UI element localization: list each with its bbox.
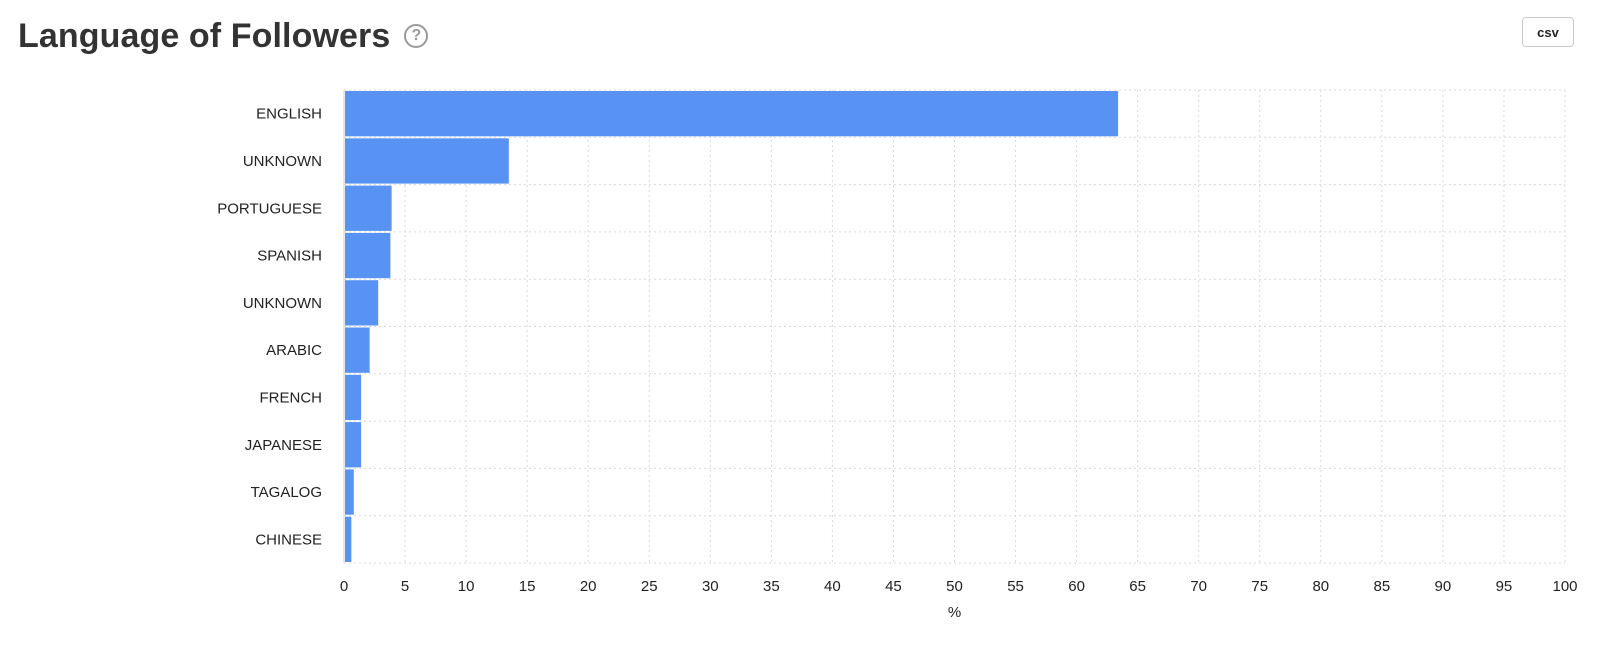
question-circle-icon[interactable]: ? <box>404 24 429 48</box>
category-label: CHINESE <box>255 531 322 548</box>
x-tick-label: 80 <box>1312 578 1329 595</box>
x-tick-label: 40 <box>824 578 841 595</box>
bar-unknown[interactable] <box>345 280 379 326</box>
category-label: JAPANESE <box>245 437 322 454</box>
x-tick-label: 90 <box>1435 578 1452 595</box>
category-label: TAGALOG <box>251 484 322 501</box>
category-label: ENGLISH <box>256 106 322 123</box>
bar-spanish[interactable] <box>345 232 391 279</box>
category-label: FRENCH <box>260 389 323 406</box>
x-tick-label: 75 <box>1251 578 1268 595</box>
bar-english[interactable] <box>345 91 1119 137</box>
x-tick-label: 25 <box>641 578 658 595</box>
x-tick-label: 30 <box>702 578 719 595</box>
x-tick-label: 50 <box>946 578 963 595</box>
bar-unknown[interactable] <box>345 138 509 184</box>
x-tick-label: 85 <box>1374 578 1391 595</box>
chart-header: Language of Followers ? <box>18 14 429 58</box>
bar-french[interactable] <box>345 374 362 421</box>
x-tick-label: 35 <box>763 578 780 595</box>
x-tick-label: 55 <box>1007 578 1024 595</box>
x-tick-label: 65 <box>1129 578 1146 595</box>
bar-tagalog[interactable] <box>345 469 354 515</box>
bar-chinese[interactable] <box>345 516 352 562</box>
x-tick-label: 5 <box>401 578 409 595</box>
x-tick-label: 20 <box>580 578 597 595</box>
category-label: PORTUGUESE <box>217 200 322 217</box>
x-tick-label: 95 <box>1496 578 1513 595</box>
x-tick-label: 0 <box>340 578 348 595</box>
x-axis-title: % <box>948 604 961 621</box>
x-tick-label: 70 <box>1190 578 1207 595</box>
csv-export-button[interactable]: csv <box>1522 17 1574 47</box>
bar-arabic[interactable] <box>345 327 370 373</box>
page-title: Language of Followers <box>18 16 391 55</box>
x-tick-label: 15 <box>519 578 536 595</box>
x-tick-label: 60 <box>1068 578 1085 595</box>
x-tick-label: 100 <box>1552 578 1577 595</box>
category-label: UNKNOWN <box>243 295 322 312</box>
bar-japanese[interactable] <box>345 422 362 468</box>
x-tick-label: 10 <box>458 578 475 595</box>
bar-portuguese[interactable] <box>345 185 392 231</box>
category-label: SPANISH <box>257 248 322 265</box>
x-tick-label: 45 <box>885 578 902 595</box>
category-label: UNKNOWN <box>243 153 322 170</box>
category-label: ARABIC <box>266 342 322 359</box>
